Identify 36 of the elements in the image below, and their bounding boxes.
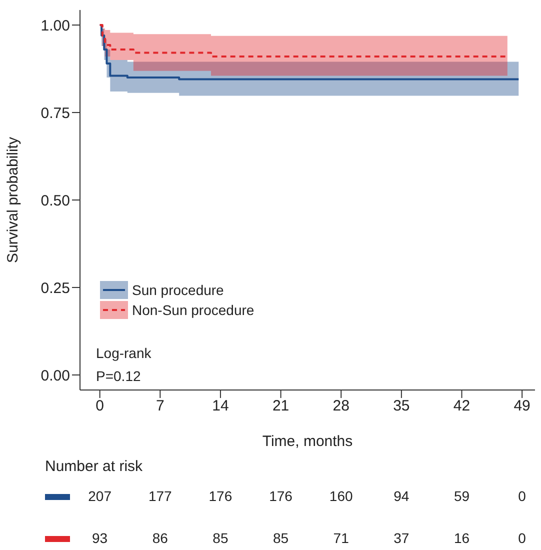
y-tick-label: 1.00 bbox=[40, 17, 70, 34]
x-tick-label: 7 bbox=[156, 398, 164, 415]
legend-label: Non-Sun procedure bbox=[132, 302, 254, 318]
text: 0 bbox=[517, 487, 527, 505]
text: 176 bbox=[268, 487, 294, 505]
text: 177 bbox=[147, 487, 173, 505]
y-tick-label: 0.25 bbox=[40, 280, 70, 297]
x-axis-title: Time, months bbox=[262, 433, 353, 450]
x-tick-label: 49 bbox=[514, 398, 530, 415]
x-tick-label: 21 bbox=[272, 398, 290, 415]
text: 160 bbox=[328, 487, 354, 505]
annotation: P=0.12 bbox=[96, 368, 141, 384]
text: 71 bbox=[332, 529, 350, 547]
x-tick-label: 14 bbox=[212, 398, 229, 415]
annotation: Log-rank bbox=[96, 345, 152, 362]
text: 85 bbox=[212, 529, 230, 547]
y-tick-label: 0.75 bbox=[40, 104, 70, 122]
text: 37 bbox=[392, 529, 410, 547]
y-axis-title: Survival probability bbox=[4, 136, 22, 263]
text: 85 bbox=[272, 529, 290, 547]
text: Number at risk bbox=[45, 458, 143, 475]
x-tick-label: 28 bbox=[332, 398, 350, 415]
x-tick-label: 35 bbox=[393, 398, 410, 415]
text: 16 bbox=[452, 529, 471, 547]
text: 59 bbox=[452, 487, 471, 505]
y-tick-label: 0.50 bbox=[40, 192, 70, 210]
text: 94 bbox=[392, 487, 410, 505]
text: 207 bbox=[87, 487, 112, 505]
text: 176 bbox=[208, 487, 234, 505]
legend-label: Sun procedure bbox=[132, 282, 224, 298]
text: 93 bbox=[91, 529, 109, 547]
text: 86 bbox=[151, 529, 169, 547]
text: 0 bbox=[517, 529, 527, 547]
y-tick-label: 0.00 bbox=[40, 367, 70, 384]
x-tick-label: 42 bbox=[453, 398, 470, 415]
x-tick-label: 0 bbox=[96, 398, 104, 415]
